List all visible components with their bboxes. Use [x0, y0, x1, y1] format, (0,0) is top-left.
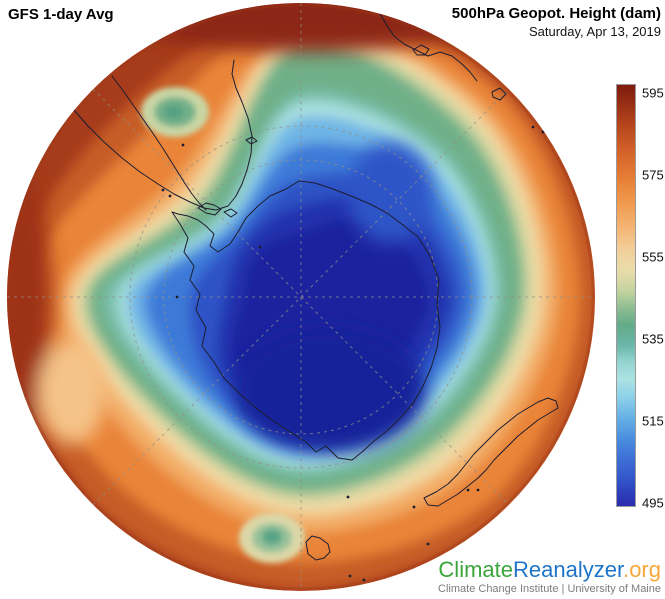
island-dot — [412, 505, 416, 509]
coastline-new-zealand — [423, 397, 559, 507]
colorbar-tick-label: 575 — [642, 167, 664, 183]
cutoff-low-blob — [262, 529, 282, 545]
colorbar-tick-label: 555 — [642, 249, 664, 265]
brand-block: ClimateReanalyzer.org Climate Change Ins… — [438, 558, 661, 596]
coastlines — [73, 9, 559, 586]
colorbar-tick-label: 595 — [642, 85, 664, 101]
island-dot — [346, 495, 350, 499]
cutoff-low-blob — [164, 105, 184, 119]
island-dot — [531, 125, 535, 129]
colorbar — [616, 84, 636, 507]
field-accent-blob — [38, 340, 106, 444]
brand-subtitle: Climate Change Institute | University of… — [438, 583, 661, 595]
brand-logo-part: .org — [623, 557, 661, 582]
field-accent-blob — [50, 3, 560, 52]
header-right: 500hPa Geopot. Height (dam) Saturday, Ap… — [452, 5, 661, 40]
variable-title: 500hPa Geopot. Height (dam) — [451, 5, 661, 22]
island-dot — [161, 188, 165, 192]
colorbar-gradient — [617, 85, 635, 506]
graticule-meridian — [92, 88, 510, 506]
coastline-tasmania — [305, 535, 331, 561]
island-dot — [362, 578, 366, 582]
coastline-fuego-island — [223, 208, 238, 218]
field-accent-blob — [235, 328, 425, 452]
island-dot — [168, 194, 172, 198]
coastline-australia-south-coast — [377, 9, 478, 82]
island-dot — [466, 488, 470, 492]
island-dot — [175, 295, 179, 299]
brand-logo-part: Reanalyzer — [513, 557, 624, 582]
coastline-tierra-del-fuego — [197, 202, 222, 216]
island-dot — [426, 542, 430, 546]
brand-logo-part: Climate — [438, 557, 513, 582]
island-dot — [348, 574, 352, 578]
colorbar-tick-label: 515 — [642, 413, 664, 429]
island-dot — [541, 130, 545, 134]
map-clip-group — [7, 3, 595, 591]
coastline-kangaroo-island — [412, 44, 430, 56]
graticule-parallel — [129, 125, 473, 469]
model-label: GFS 1-day Avg — [8, 6, 114, 23]
cutoff-low-blobs — [141, 87, 305, 563]
coastline-south-america-east-coast — [73, 59, 253, 211]
island-dot — [181, 143, 185, 147]
coastline-falkland-islands — [245, 136, 258, 145]
colorbar-tick-label: 495 — [642, 495, 664, 511]
colorbar-tick-label: 535 — [642, 331, 664, 347]
coastline-island-tasman-sea — [491, 87, 507, 101]
island-dot — [476, 488, 480, 492]
date-label: Saturday, Apr 13, 2019 — [528, 24, 661, 39]
brand-logo: ClimateReanalyzer.org — [438, 558, 661, 582]
island-dot — [258, 245, 262, 249]
coastline-antarctica — [171, 180, 441, 461]
coastline-south-america-west-coast — [111, 75, 207, 211]
